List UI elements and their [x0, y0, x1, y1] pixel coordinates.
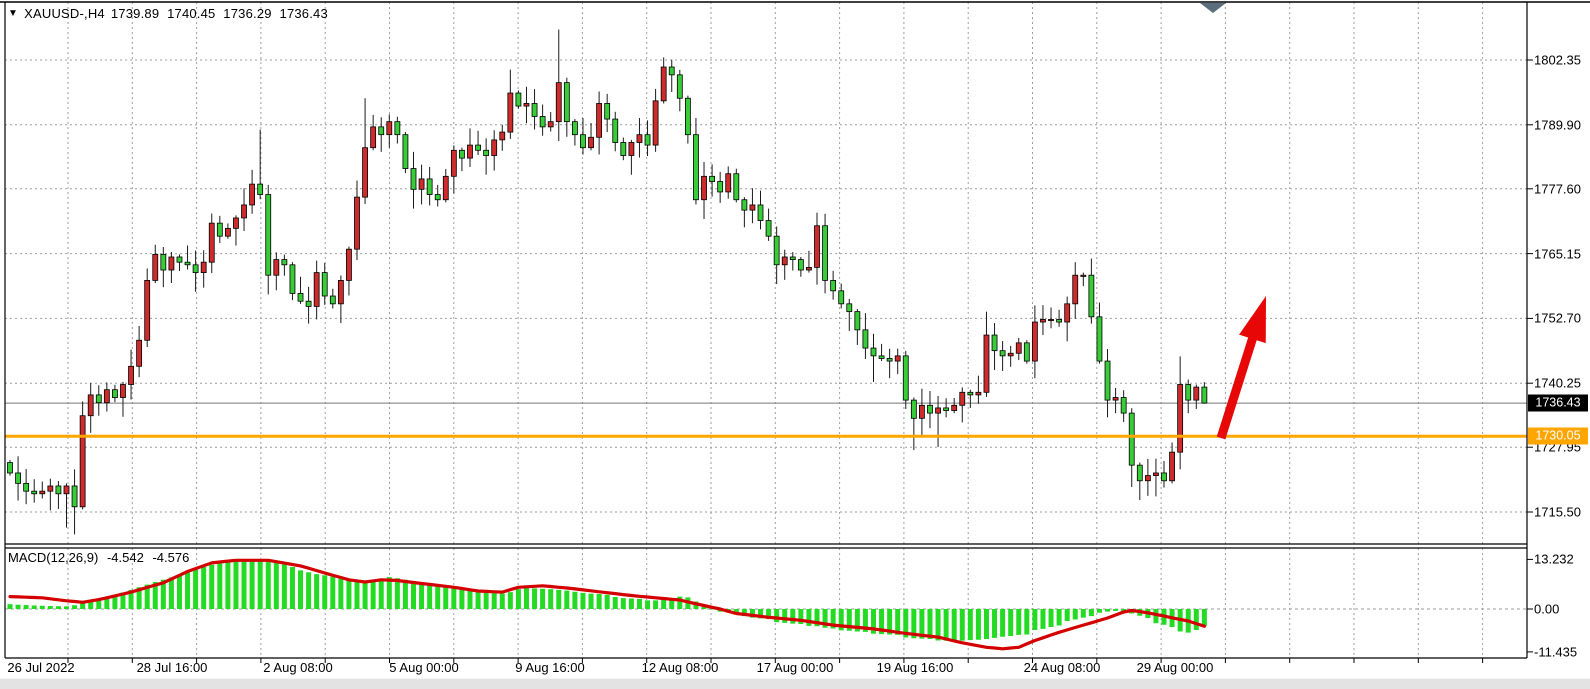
panel-borders [0, 1, 1590, 659]
price-tick-label: 1765.15 [1534, 246, 1581, 262]
symbol-dropdown-icon[interactable]: ▼ [8, 7, 19, 19]
orange-level-badge: 1730.05 [1528, 427, 1588, 445]
macd-histogram [7, 559, 1207, 641]
low-value: 1736.29 [223, 6, 272, 21]
macd-signal-line [8, 558, 1207, 651]
price-tick-label: 1752.70 [1534, 310, 1581, 326]
macd-main-value: -4.542 [106, 550, 144, 565]
macd-tick-label: 0.00 [1534, 601, 1560, 617]
time-tick-label: 29 Aug 00:00 [1136, 660, 1214, 675]
chart-title: ▼ XAUUSD-,H4 1739.89 1740.45 1736.29 173… [8, 6, 332, 21]
time-tick-label: 5 Aug 00:00 [389, 660, 459, 675]
macd-tick-label: -11.435 [1534, 644, 1578, 660]
time-tick-label: 24 Aug 08:00 [1023, 660, 1101, 675]
time-tick-label: 2 Aug 08:00 [263, 660, 333, 675]
macd-signal-value: -4.576 [152, 550, 190, 565]
time-tick-label: 28 Jul 16:00 [136, 660, 208, 675]
macd-name: MACD(12,26,9) [8, 550, 99, 565]
time-tick-label: 12 Aug 08:00 [641, 660, 719, 675]
close-value: 1736.43 [279, 6, 328, 21]
price-tick-label: 1740.25 [1534, 375, 1581, 391]
current-price-badge: 1736.43 [1528, 394, 1588, 412]
price-tick-label: 1789.90 [1534, 117, 1581, 133]
symbol-period-label: XAUUSD-,H4 [24, 6, 105, 21]
price-tick-label: 1802.35 [1534, 52, 1581, 68]
axis-tick-marks [67, 59, 1533, 663]
window-bottom-strip [0, 678, 1590, 689]
chart-shift-marker-icon[interactable] [1200, 3, 1226, 13]
macd-indicator-label: MACD(12,26,9) -4.542 -4.576 [8, 550, 194, 565]
candles-layer [7, 66, 1208, 508]
time-tick-label: 9 Aug 16:00 [515, 660, 585, 675]
price-tick-label: 1715.50 [1534, 504, 1581, 520]
trend-arrow-annotation[interactable] [1216, 296, 1266, 440]
price-tick-label: 1777.60 [1534, 181, 1581, 197]
high-value: 1740.45 [167, 6, 216, 21]
ohlc-readout: 1739.89 1740.45 1736.29 1736.43 [111, 6, 332, 21]
open-value: 1739.89 [110, 6, 160, 21]
time-tick-label: 19 Aug 16:00 [876, 660, 954, 675]
time-tick-label: 17 Aug 00:00 [756, 660, 834, 675]
time-tick-label: 26 Jul 2022 [7, 660, 75, 675]
macd-tick-label: 13.232 [1534, 551, 1574, 567]
